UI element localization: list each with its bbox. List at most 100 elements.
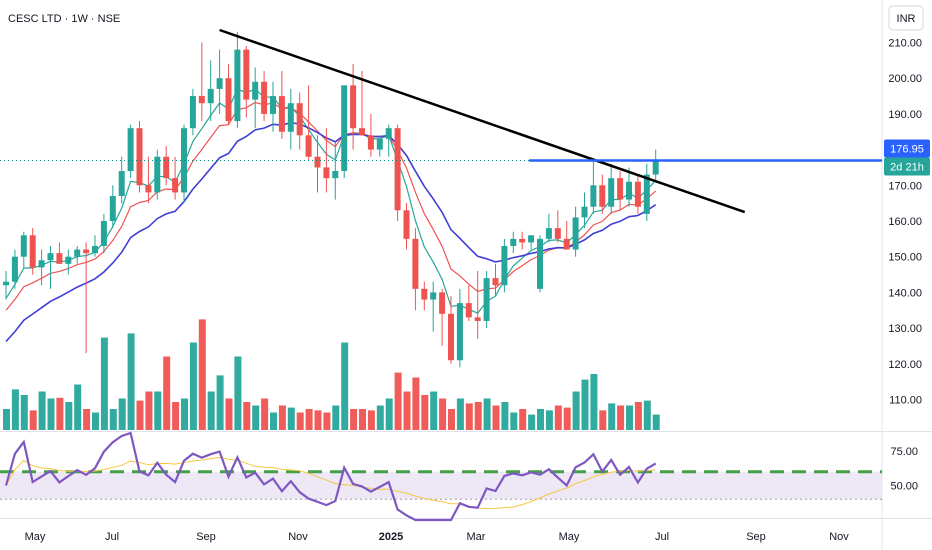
candle-body xyxy=(189,96,196,129)
candle xyxy=(136,121,143,193)
price-tick-label: 110.00 xyxy=(889,395,922,407)
time-axis[interactable]: May Jul Sep Nov 2025 Mar May Jul Sep Nov xyxy=(25,531,850,543)
candle xyxy=(394,124,401,221)
candle xyxy=(652,149,659,182)
candle xyxy=(350,63,357,150)
candle-body xyxy=(47,253,54,261)
candle-body xyxy=(474,317,481,321)
candle xyxy=(20,231,27,268)
candle-body xyxy=(56,253,63,264)
candle-body xyxy=(519,238,526,243)
volume-bar xyxy=(608,403,616,430)
candle-body xyxy=(154,156,161,193)
ema-slow-line xyxy=(5,121,657,343)
volume-bar xyxy=(278,405,286,430)
candle xyxy=(474,270,481,339)
candle-body xyxy=(563,238,570,250)
volume-bar xyxy=(11,389,19,430)
candle xyxy=(83,242,90,354)
volume-bar xyxy=(56,397,64,430)
candle-body xyxy=(350,85,357,129)
candle xyxy=(643,163,650,221)
candle xyxy=(634,174,641,214)
candle xyxy=(207,60,214,122)
volume-bar xyxy=(207,391,215,430)
volume-bar xyxy=(118,398,126,430)
volume-bar xyxy=(270,412,277,430)
candle-body xyxy=(243,49,250,100)
candle-body xyxy=(74,249,81,257)
candle xyxy=(154,149,161,200)
volume-bar xyxy=(3,409,10,430)
candle xyxy=(483,270,490,329)
candle xyxy=(172,156,179,200)
volume-bar xyxy=(412,377,420,430)
volume-bar xyxy=(287,407,295,430)
price-tick-label: 170.00 xyxy=(888,180,922,192)
rsi-tick-label: 75.00 xyxy=(890,446,918,458)
volume-bar xyxy=(421,395,429,430)
volume-bar xyxy=(572,391,580,430)
candle-body xyxy=(528,235,535,243)
volume-bar xyxy=(359,409,366,430)
price-tick-label: 160.00 xyxy=(888,216,922,228)
time-tick-label: Sep xyxy=(746,531,766,543)
candle xyxy=(118,156,125,204)
candle xyxy=(252,67,259,129)
time-tick-label: Sep xyxy=(196,531,216,543)
candle xyxy=(403,203,410,250)
candle-body xyxy=(510,238,517,246)
candle-body xyxy=(359,128,365,136)
candle xyxy=(421,281,428,311)
candle-body xyxy=(270,96,276,114)
candle-body xyxy=(127,128,134,172)
candle-body xyxy=(323,167,330,179)
candle-body xyxy=(430,292,437,300)
candle-body xyxy=(145,185,152,193)
volume-bar xyxy=(252,405,260,430)
candle xyxy=(617,171,624,211)
volume-bar xyxy=(617,405,625,430)
candle xyxy=(109,185,116,229)
time-tick-label: 2025 xyxy=(379,531,403,543)
candle xyxy=(74,245,81,264)
volume-bar xyxy=(332,405,340,430)
volume-bar xyxy=(385,398,393,430)
currency-box[interactable] xyxy=(888,5,924,31)
volume-bar xyxy=(367,410,375,430)
time-tick-label: Mar xyxy=(467,531,486,543)
volume-bar xyxy=(154,391,162,430)
candle-body xyxy=(198,96,205,104)
candle-body xyxy=(617,178,624,200)
candle xyxy=(528,235,535,250)
candle xyxy=(439,288,446,346)
candle xyxy=(29,228,36,275)
candle-body xyxy=(20,235,27,257)
candle xyxy=(305,85,312,161)
countdown-value: 2d 21h xyxy=(890,161,924,173)
price-tick-label: 200.00 xyxy=(888,73,922,85)
candle-body xyxy=(626,181,632,200)
candle xyxy=(234,31,241,129)
volume-bar xyxy=(403,391,411,430)
price-tick-label: 140.00 xyxy=(888,287,922,299)
candle-body xyxy=(483,278,490,321)
candle-body xyxy=(172,178,179,193)
candle-body xyxy=(136,128,143,186)
candle-body xyxy=(421,288,428,300)
last-price-value: 176.95 xyxy=(890,143,924,155)
volume-bar xyxy=(127,333,135,430)
candle xyxy=(127,124,134,179)
volume-bar xyxy=(314,410,322,430)
candle xyxy=(38,249,45,286)
candle-body xyxy=(3,281,9,286)
candle-body xyxy=(92,245,98,254)
candle xyxy=(385,124,392,157)
candle xyxy=(47,245,54,289)
candles xyxy=(3,31,659,368)
price-tick-label: 190.00 xyxy=(888,109,922,121)
candle xyxy=(430,281,437,332)
volume-bar xyxy=(465,403,473,430)
symbol-title[interactable]: CESC LTD · 1W · NSE xyxy=(8,13,120,25)
